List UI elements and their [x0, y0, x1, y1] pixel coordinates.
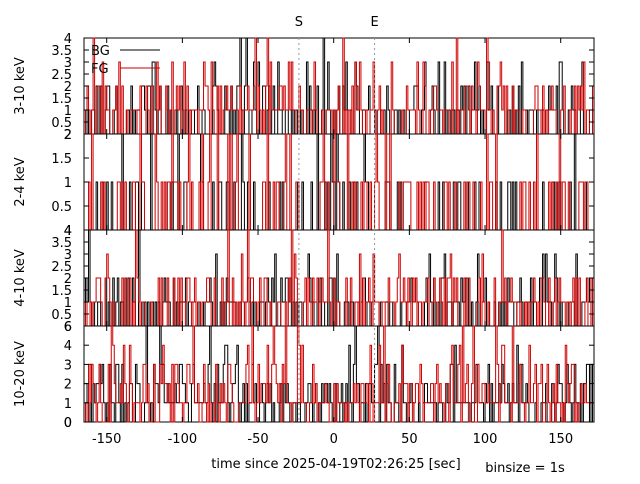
y-axis-label: 3-10 keV	[13, 57, 28, 115]
y-tick-label: 3	[64, 248, 72, 263]
fg-series-line	[84, 133, 594, 231]
y-bottom-label: 6	[64, 320, 72, 335]
fg-series-line	[84, 325, 594, 423]
y-axis-label: 10-20 keV	[13, 341, 28, 407]
marker-label-s: S	[295, 15, 303, 30]
x-tick-label: 150	[548, 432, 573, 447]
y-tick-label: 2.5	[51, 260, 72, 275]
y-top-label: 6	[64, 320, 72, 335]
y-bottom-label: 2	[64, 128, 72, 143]
y-tick-label: 1	[64, 296, 72, 311]
y-tick-label: 1.5	[51, 284, 72, 299]
fg-series-line	[84, 229, 594, 327]
panel-frame	[83, 325, 595, 423]
x-tick-label: 100	[473, 432, 498, 447]
y-tick-label: 2	[64, 80, 72, 95]
y-tick-label: 0.5	[51, 308, 72, 323]
panel-2: 0.5 1 1.5 2 4 2-4 keV	[13, 128, 595, 239]
y-tick-label: 0	[64, 416, 72, 431]
fg-series-line	[84, 37, 594, 135]
y-tick-label: 1.5	[51, 152, 72, 167]
legend-label-fg: FG	[91, 62, 109, 77]
y-tick-label: 1	[64, 176, 72, 191]
y-tick-label: 3.5	[51, 236, 72, 251]
y-tick-label: 2	[64, 378, 72, 393]
y-tick-label: 1	[64, 397, 72, 412]
y-top-label: 2	[64, 128, 72, 143]
y-bottom-label: 4	[64, 224, 72, 239]
panel-3: 0.511.522.533.54 6 4-10 keV	[13, 224, 595, 335]
x-tick-label: -100	[168, 432, 198, 447]
bg-series-line	[84, 325, 594, 423]
legend-label-bg: BG	[91, 44, 110, 59]
y-tick-label: 0.5	[51, 200, 72, 215]
x-tick-label: 0	[330, 432, 338, 447]
panel-frame	[83, 229, 595, 327]
y-tick-label: 3	[64, 56, 72, 71]
y-bottom-label: 0	[64, 416, 72, 431]
x-tick-label: -150	[92, 432, 122, 447]
y-top-label: 4	[64, 32, 72, 47]
y-tick-label: 3	[64, 358, 72, 373]
y-axis-label: 2-4 keV	[13, 157, 28, 206]
x-axis-label: time since 2025-04-19T02:26:25 [sec]	[211, 457, 460, 472]
y-tick-label: 3.5	[51, 44, 72, 59]
x-tick-label: -50	[247, 432, 268, 447]
x-tick-label: 50	[401, 432, 418, 447]
y-top-label: 4	[64, 224, 72, 239]
marker-label-e: E	[370, 15, 378, 30]
binsize-label: binsize = 1s	[485, 461, 565, 476]
y-axis-label: 4-10 keV	[13, 249, 28, 307]
y-tick-label: 1	[64, 104, 72, 119]
y-tick-label: 1.5	[51, 92, 72, 107]
y-tick-label: 2.5	[51, 68, 72, 83]
y-tick-label: 4	[64, 339, 72, 354]
y-tick-label: 0.5	[51, 116, 72, 131]
y-tick-label: 2	[64, 272, 72, 287]
bg-series-line	[84, 229, 594, 327]
